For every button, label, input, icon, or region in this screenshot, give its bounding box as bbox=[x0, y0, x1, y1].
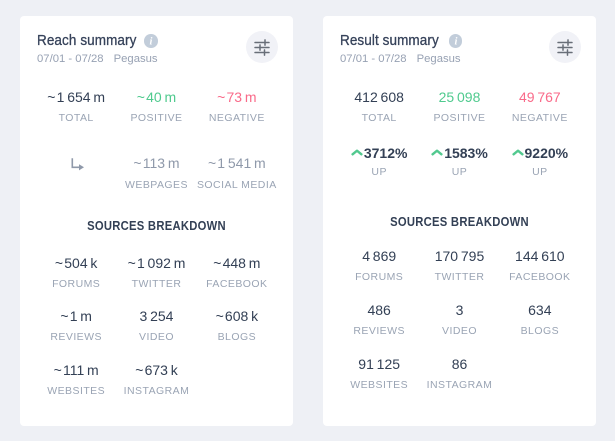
svg-text:i: i bbox=[454, 36, 457, 47]
svg-text:i: i bbox=[149, 36, 152, 47]
